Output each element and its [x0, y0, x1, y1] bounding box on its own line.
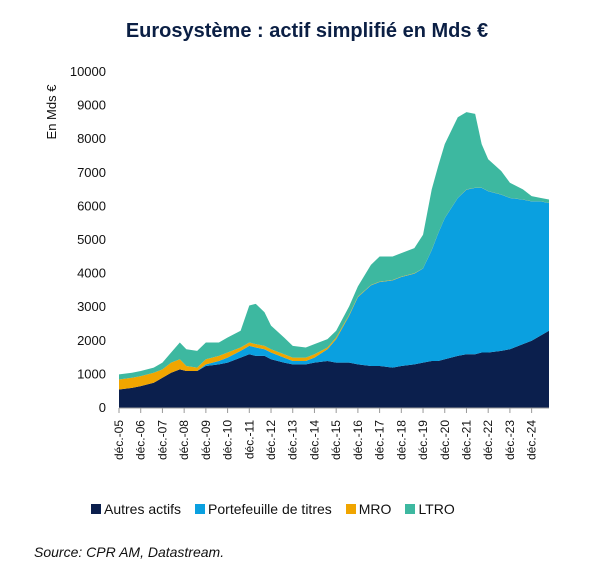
x-tick-label: déc.-20	[438, 420, 452, 460]
y-tick-label: 5000	[77, 232, 106, 247]
x-tick-label: déc.-05	[112, 420, 126, 460]
legend-item: MRO	[345, 501, 392, 517]
x-tick-label: déc.-08	[177, 420, 191, 460]
legend-item: Autres actifs	[91, 501, 181, 517]
x-tick-label: déc.-16	[351, 420, 365, 460]
legend-swatch	[91, 504, 101, 514]
x-tick-label: déc.-12	[264, 420, 278, 460]
source-note: Source: CPR AM, Datastream.	[34, 544, 225, 560]
x-tick-label: déc.-13	[286, 420, 300, 460]
x-tick-label: déc.-09	[199, 420, 213, 460]
x-tick-label: déc.-18	[394, 420, 408, 460]
legend-label: LTRO	[418, 501, 455, 517]
legend-swatch	[405, 504, 416, 514]
x-tick-label: déc.-10	[221, 420, 235, 460]
x-tick-label: déc.-17	[373, 420, 387, 460]
legend-swatch	[195, 504, 206, 514]
x-tick-label: déc.-23	[503, 420, 517, 460]
x-tick-label: déc.-11	[242, 420, 256, 459]
y-tick-label: 0	[99, 400, 106, 415]
area-series-4	[119, 112, 549, 380]
x-tick-label: déc.-24	[525, 420, 539, 460]
legend-item: LTRO	[405, 501, 455, 517]
y-tick-label: 8000	[77, 131, 106, 146]
area-series-2	[119, 187, 549, 390]
y-tick-label: 4000	[77, 266, 106, 281]
area-series-1	[119, 330, 549, 408]
chart-title: Eurosystème : actif simplifié en Mds €	[125, 20, 489, 42]
legend-item: Portefeuille de titres	[195, 501, 332, 517]
y-tick-label: 10000	[70, 64, 106, 79]
x-tick-label: déc.-22	[481, 420, 495, 460]
x-tick-label: déc.-07	[155, 420, 169, 460]
legend-label: Autres actifs	[104, 501, 182, 517]
x-tick-label: déc.-06	[134, 420, 148, 460]
y-tick-label: 1000	[77, 366, 106, 381]
y-tick-label: 6000	[77, 198, 106, 213]
x-tick-label: déc.-19	[416, 420, 430, 460]
y-tick-label: 3000	[77, 299, 106, 314]
x-tick-label: déc.-21	[459, 420, 473, 460]
y-tick-label: 9000	[77, 98, 106, 113]
legend-label: Portefeuille de titres	[208, 501, 332, 517]
y-axis-label: En Mds €	[44, 84, 59, 140]
legend-label: MRO	[358, 501, 392, 517]
y-tick-label: 2000	[77, 333, 106, 348]
x-tick-label: déc.-15	[329, 420, 343, 460]
legend: Autres actifs Portefeuille de titres MRO…	[91, 501, 469, 517]
legend-swatch	[345, 504, 356, 514]
x-tick-label: déc.-14	[307, 420, 321, 460]
y-tick-label: 7000	[77, 165, 106, 180]
